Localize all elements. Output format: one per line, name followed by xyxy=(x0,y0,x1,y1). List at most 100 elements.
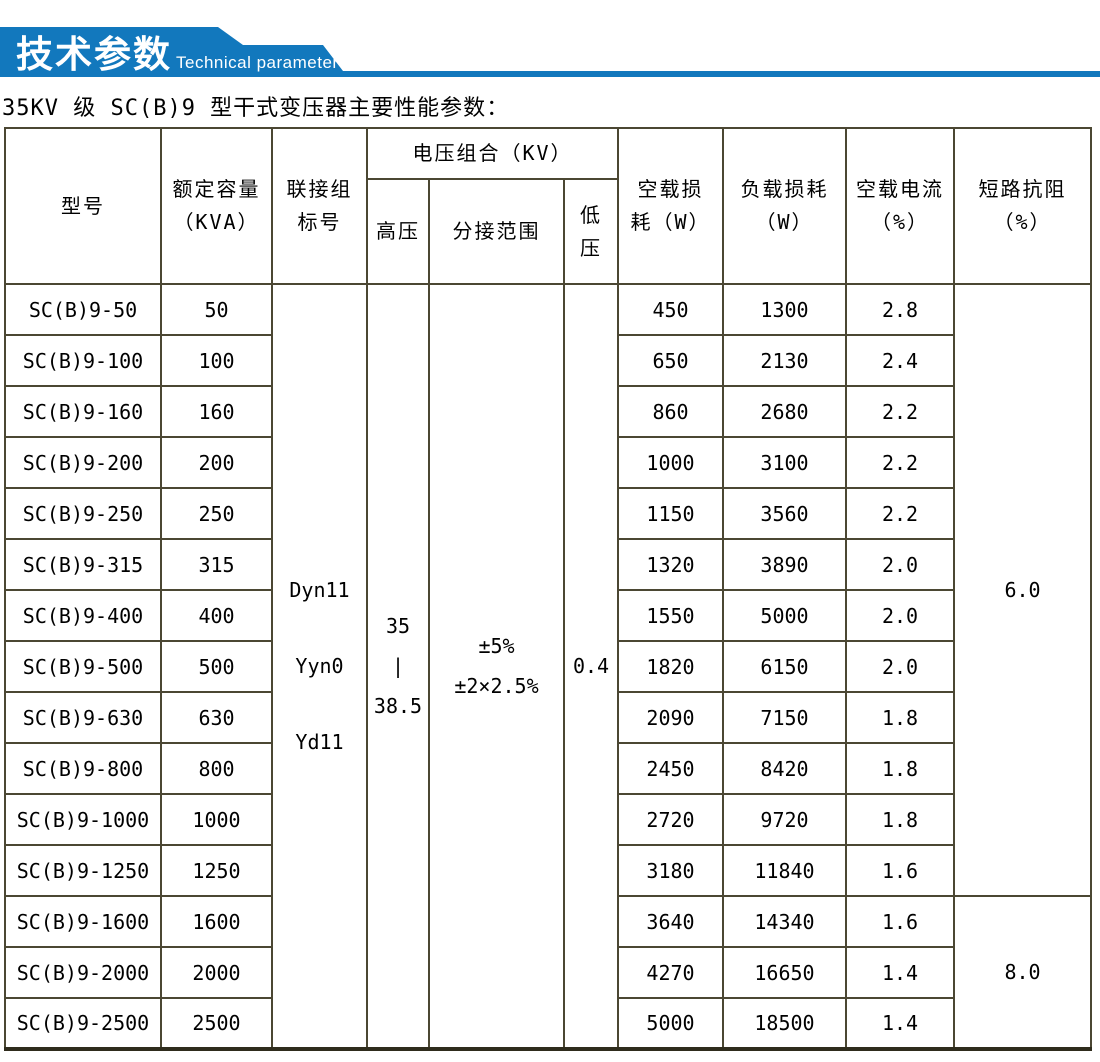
col-header-no-load-current: 空载电流 （%） xyxy=(845,127,955,285)
impedance-cell: 6.0 xyxy=(953,283,1092,897)
no-load-current-cell: 2.0 xyxy=(845,538,955,591)
no-load-loss-cell: 3180 xyxy=(617,844,724,897)
no-load-loss-cell: 2720 xyxy=(617,793,724,846)
col-header-vector-group: 联接组 标号 xyxy=(271,127,368,285)
no-load-current-cell: 1.4 xyxy=(845,946,955,999)
model-cell: SC(B)9-50 xyxy=(4,283,162,336)
table-row: SC(B)9-2500 2500 5000 18500 1.4 xyxy=(4,997,1091,1050)
capacity-cell: 1000 xyxy=(160,793,273,846)
banner-subtitle: Technical parameter xyxy=(176,53,339,72)
col-header-no-load-loss: 空载损 耗（W） xyxy=(617,127,724,285)
model-cell: SC(B)9-800 xyxy=(4,742,162,795)
capacity-cell: 100 xyxy=(160,334,273,387)
table-row: SC(B)9-1600 1600 3640 14340 1.6 8.0 xyxy=(4,895,1092,1050)
load-loss-cell: 3890 xyxy=(722,538,847,591)
no-load-loss-cell: 1550 xyxy=(617,589,724,642)
table-row: SC(B)9-1250 1250 3180 11840 1.6 xyxy=(4,844,1091,897)
model-cell: SC(B)9-160 xyxy=(4,385,162,438)
capacity-cell: 200 xyxy=(160,436,273,489)
load-loss-cell: 14340 xyxy=(722,895,847,948)
capacity-cell: 630 xyxy=(160,691,273,744)
model-cell: SC(B)9-1000 xyxy=(4,793,162,846)
table-row: SC(B)9-50 50 Dyn11 Yyn0 Yd11 35 | 38.5 ±… xyxy=(4,283,1092,1050)
no-load-loss-cell: 4270 xyxy=(617,946,724,999)
no-load-current-cell: 2.2 xyxy=(845,436,955,489)
capacity-cell: 2000 xyxy=(160,946,273,999)
table-row: SC(B)9-800 800 2450 8420 1.8 xyxy=(4,742,1091,795)
no-load-loss-cell: 2090 xyxy=(617,691,724,744)
table-row: SC(B)9-100 100 650 2130 2.4 xyxy=(4,334,1091,387)
no-load-loss-cell: 650 xyxy=(617,334,724,387)
no-load-loss-cell: 1150 xyxy=(617,487,724,540)
no-load-current-cell: 1.6 xyxy=(845,844,955,897)
load-loss-cell: 5000 xyxy=(722,589,847,642)
no-load-current-cell: 1.6 xyxy=(845,895,955,948)
tap-range-cell: ±5% ±2×2.5% xyxy=(428,283,565,1050)
no-load-current-cell: 1.4 xyxy=(845,997,955,1050)
no-load-loss-cell: 450 xyxy=(617,283,724,336)
table-row: SC(B)9-1000 1000 2720 9720 1.8 xyxy=(4,793,1091,846)
capacity-cell: 1600 xyxy=(160,895,273,948)
load-loss-cell: 2680 xyxy=(722,385,847,438)
capacity-cell: 160 xyxy=(160,385,273,438)
no-load-loss-cell: 860 xyxy=(617,385,724,438)
model-cell: SC(B)9-250 xyxy=(4,487,162,540)
vector-group-cell: Dyn11 Yyn0 Yd11 xyxy=(271,283,368,1050)
model-cell: SC(B)9-200 xyxy=(4,436,162,489)
no-load-loss-cell: 3640 xyxy=(617,895,724,948)
load-loss-cell: 8420 xyxy=(722,742,847,795)
model-cell: SC(B)9-2500 xyxy=(4,997,162,1050)
model-cell: SC(B)9-630 xyxy=(4,691,162,744)
capacity-cell: 1250 xyxy=(160,844,273,897)
table-row: SC(B)9-500 500 1820 6150 2.0 xyxy=(4,640,1091,693)
no-load-current-cell: 2.8 xyxy=(845,283,955,336)
load-loss-cell: 9720 xyxy=(722,793,847,846)
table-row: SC(B)9-250 250 1150 3560 2.2 xyxy=(4,487,1091,540)
no-load-loss-cell: 1820 xyxy=(617,640,724,693)
technical-parameters-table: 型号 额定容量 （KVA） 联接组 标号 电压组合（KV） 空载损 耗（W） 负… xyxy=(4,127,1092,1051)
capacity-cell: 2500 xyxy=(160,997,273,1050)
capacity-cell: 800 xyxy=(160,742,273,795)
col-header-capacity: 额定容量 （KVA） xyxy=(160,127,273,285)
no-load-current-cell: 1.8 xyxy=(845,691,955,744)
model-cell: SC(B)9-100 xyxy=(4,334,162,387)
model-cell: SC(B)9-1600 xyxy=(4,895,162,948)
model-cell: SC(B)9-500 xyxy=(4,640,162,693)
col-header-lv: 低 压 xyxy=(563,178,619,285)
capacity-cell: 50 xyxy=(160,283,273,336)
col-header-tap-range: 分接范围 xyxy=(428,178,565,285)
table-row: SC(B)9-2000 2000 4270 16650 1.4 xyxy=(4,946,1091,999)
load-loss-cell: 11840 xyxy=(722,844,847,897)
capacity-cell: 400 xyxy=(160,589,273,642)
no-load-current-cell: 2.0 xyxy=(845,640,955,693)
load-loss-cell: 1300 xyxy=(722,283,847,336)
table-row: SC(B)9-315 315 1320 3890 2.0 xyxy=(4,538,1091,591)
banner-title: 技术参数 xyxy=(16,33,172,76)
no-load-loss-cell: 5000 xyxy=(617,997,724,1050)
table-row: SC(B)9-160 160 860 2680 2.2 xyxy=(4,385,1091,438)
load-loss-cell: 16650 xyxy=(722,946,847,999)
table-caption: 35KV 级 SC(B)9 型干式变压器主要性能参数： xyxy=(2,96,510,121)
capacity-cell: 315 xyxy=(160,538,273,591)
banner-ribbon-shape xyxy=(0,27,1100,77)
load-loss-cell: 3560 xyxy=(722,487,847,540)
load-loss-cell: 3100 xyxy=(722,436,847,489)
col-header-voltage-combination: 电压组合（KV） xyxy=(366,127,619,180)
load-loss-cell: 6150 xyxy=(722,640,847,693)
table-row: SC(B)9-200 200 1000 3100 2.2 xyxy=(4,436,1091,489)
col-header-hv: 高压 xyxy=(366,178,430,285)
load-loss-cell: 2130 xyxy=(722,334,847,387)
table-row: SC(B)9-400 400 1550 5000 2.0 xyxy=(4,589,1091,642)
header-row-2: 高压 分接范围 低 压 xyxy=(5,178,1091,285)
no-load-current-cell: 2.0 xyxy=(845,589,955,642)
hv-cell: 35 | 38.5 xyxy=(366,283,430,1050)
section-banner: 技术参数 Technical parameter xyxy=(0,27,1100,77)
no-load-current-cell: 1.8 xyxy=(845,793,955,846)
no-load-loss-cell: 2450 xyxy=(617,742,724,795)
col-header-load-loss: 负载损耗 （W） xyxy=(722,127,847,285)
col-header-impedance: 短路抗阻 （%） xyxy=(953,127,1092,285)
no-load-current-cell: 2.2 xyxy=(845,487,955,540)
no-load-loss-cell: 1000 xyxy=(617,436,724,489)
no-load-current-cell: 2.2 xyxy=(845,385,955,438)
col-header-model: 型号 xyxy=(4,127,162,285)
